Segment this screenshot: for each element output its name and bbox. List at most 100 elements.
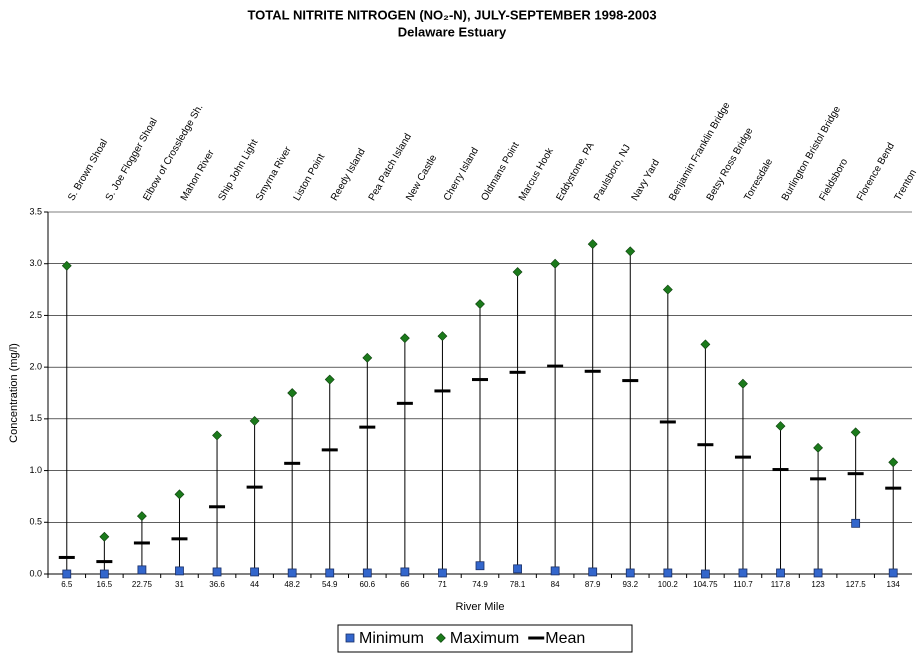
station-label: New Castle: [404, 153, 439, 203]
legend-marker: [528, 636, 545, 640]
y-tick-label: 3.0: [29, 258, 42, 268]
data-point: [513, 564, 522, 574]
data-point: [847, 472, 864, 476]
x-axis-title: River Mile: [456, 601, 505, 613]
data-point: [587, 239, 598, 249]
data-point: [813, 442, 824, 453]
y-tick-label: 1.5: [29, 413, 42, 423]
data-point: [287, 388, 298, 398]
data-point: [776, 568, 785, 578]
station-label: Marcus Hook: [517, 145, 556, 202]
x-tick-label: 100.2: [658, 580, 679, 589]
x-tick-label: 110.7: [733, 580, 753, 589]
station-label: Reedy Island: [329, 147, 368, 203]
data-point: [362, 352, 373, 363]
data-point: [61, 260, 72, 271]
data-point: [550, 566, 560, 576]
data-point: [438, 568, 447, 578]
data-point: [287, 568, 297, 578]
data-point: [700, 339, 711, 350]
x-tick-label: 117.8: [771, 580, 791, 589]
station-label: Florence Bend: [855, 141, 897, 203]
data-point: [700, 569, 710, 579]
chart-title: TOTAL NITRITE NITROGEN (NO₂-N), JULY-SEP…: [247, 7, 656, 22]
data-point: [738, 568, 748, 578]
legend-label: Mean: [545, 630, 585, 647]
chart-subtitle: Delaware Estuary: [398, 24, 507, 39]
data-point: [249, 416, 260, 426]
data-point: [888, 568, 898, 578]
station-label: Cherry Island: [442, 146, 481, 203]
station-label: Smyrna River: [254, 144, 294, 203]
x-tick-label: 36.6: [209, 580, 225, 589]
data-point: [246, 485, 263, 489]
data-point: [284, 461, 301, 465]
data-point: [362, 568, 372, 578]
x-tick-label: 78.1: [510, 580, 526, 589]
y-tick-label: 0.5: [29, 517, 42, 527]
data-point: [137, 565, 147, 575]
x-tick-label: 127.5: [846, 580, 867, 589]
data-point: [171, 537, 188, 541]
station-label: Eddystone, PA: [554, 140, 596, 202]
legend-marker: [345, 633, 355, 643]
x-tick-label: 66: [400, 580, 409, 589]
y-tick-label: 3.5: [29, 206, 42, 216]
station-label: Oldmans Point: [479, 140, 521, 202]
y-tick-label: 2.0: [29, 362, 42, 372]
y-tick-label: 1.0: [29, 465, 42, 475]
data-point: [659, 420, 676, 424]
data-point: [133, 541, 150, 545]
x-tick-label: 84: [551, 580, 560, 589]
legend-label: Maximum: [450, 630, 519, 647]
data-point: [813, 568, 823, 578]
data-point: [434, 389, 451, 393]
data-point: [174, 489, 185, 500]
x-tick-label: 123: [811, 580, 825, 589]
data-point: [400, 567, 410, 577]
data-point: [472, 378, 488, 382]
legend-label: Minimum: [359, 630, 424, 647]
data-point: [622, 379, 639, 383]
station-label: Torresdale: [742, 157, 775, 203]
data-point: [359, 425, 376, 429]
data-point: [175, 566, 184, 576]
data-point: [475, 561, 485, 571]
data-point: [885, 486, 902, 490]
data-point: [584, 369, 601, 373]
x-tick-label: 44: [250, 580, 259, 589]
x-tick-label: 16.5: [97, 580, 113, 589]
data-point: [62, 569, 72, 579]
station-label: Paulsboro, NJ: [592, 143, 633, 203]
x-tick-label: 74.9: [472, 580, 488, 589]
y-tick-label: 2.5: [29, 310, 42, 320]
data-point: [772, 468, 789, 472]
x-tick-label: 6.5: [61, 580, 73, 589]
data-point: [396, 401, 413, 405]
data-point: [663, 568, 673, 578]
data-point: [888, 457, 899, 468]
x-tick-label: 71: [438, 580, 447, 589]
station-label: Fieldsboro: [817, 157, 850, 203]
data-point: [399, 333, 410, 344]
station-label: Trenton: [893, 168, 917, 203]
data-point: [509, 370, 526, 374]
y-axis-title: Concentration (mg/l): [8, 343, 20, 443]
data-point: [810, 477, 827, 481]
data-point: [324, 374, 335, 385]
x-tick-label: 104.75: [693, 580, 718, 589]
station-label: Liston Point: [292, 152, 328, 203]
x-tick-label: 48.2: [284, 580, 300, 589]
data-point: [662, 284, 673, 295]
data-point: [96, 560, 113, 564]
data-point: [588, 567, 598, 577]
data-point: [625, 568, 635, 578]
data-point: [625, 246, 636, 257]
data-point: [697, 443, 714, 447]
x-tick-label: 60.6: [360, 580, 376, 589]
data-point: [212, 567, 222, 577]
station-label: Navy Yard: [630, 158, 662, 203]
data-point: [850, 427, 861, 438]
data-point: [250, 567, 260, 577]
x-tick-label: 134: [887, 580, 901, 589]
